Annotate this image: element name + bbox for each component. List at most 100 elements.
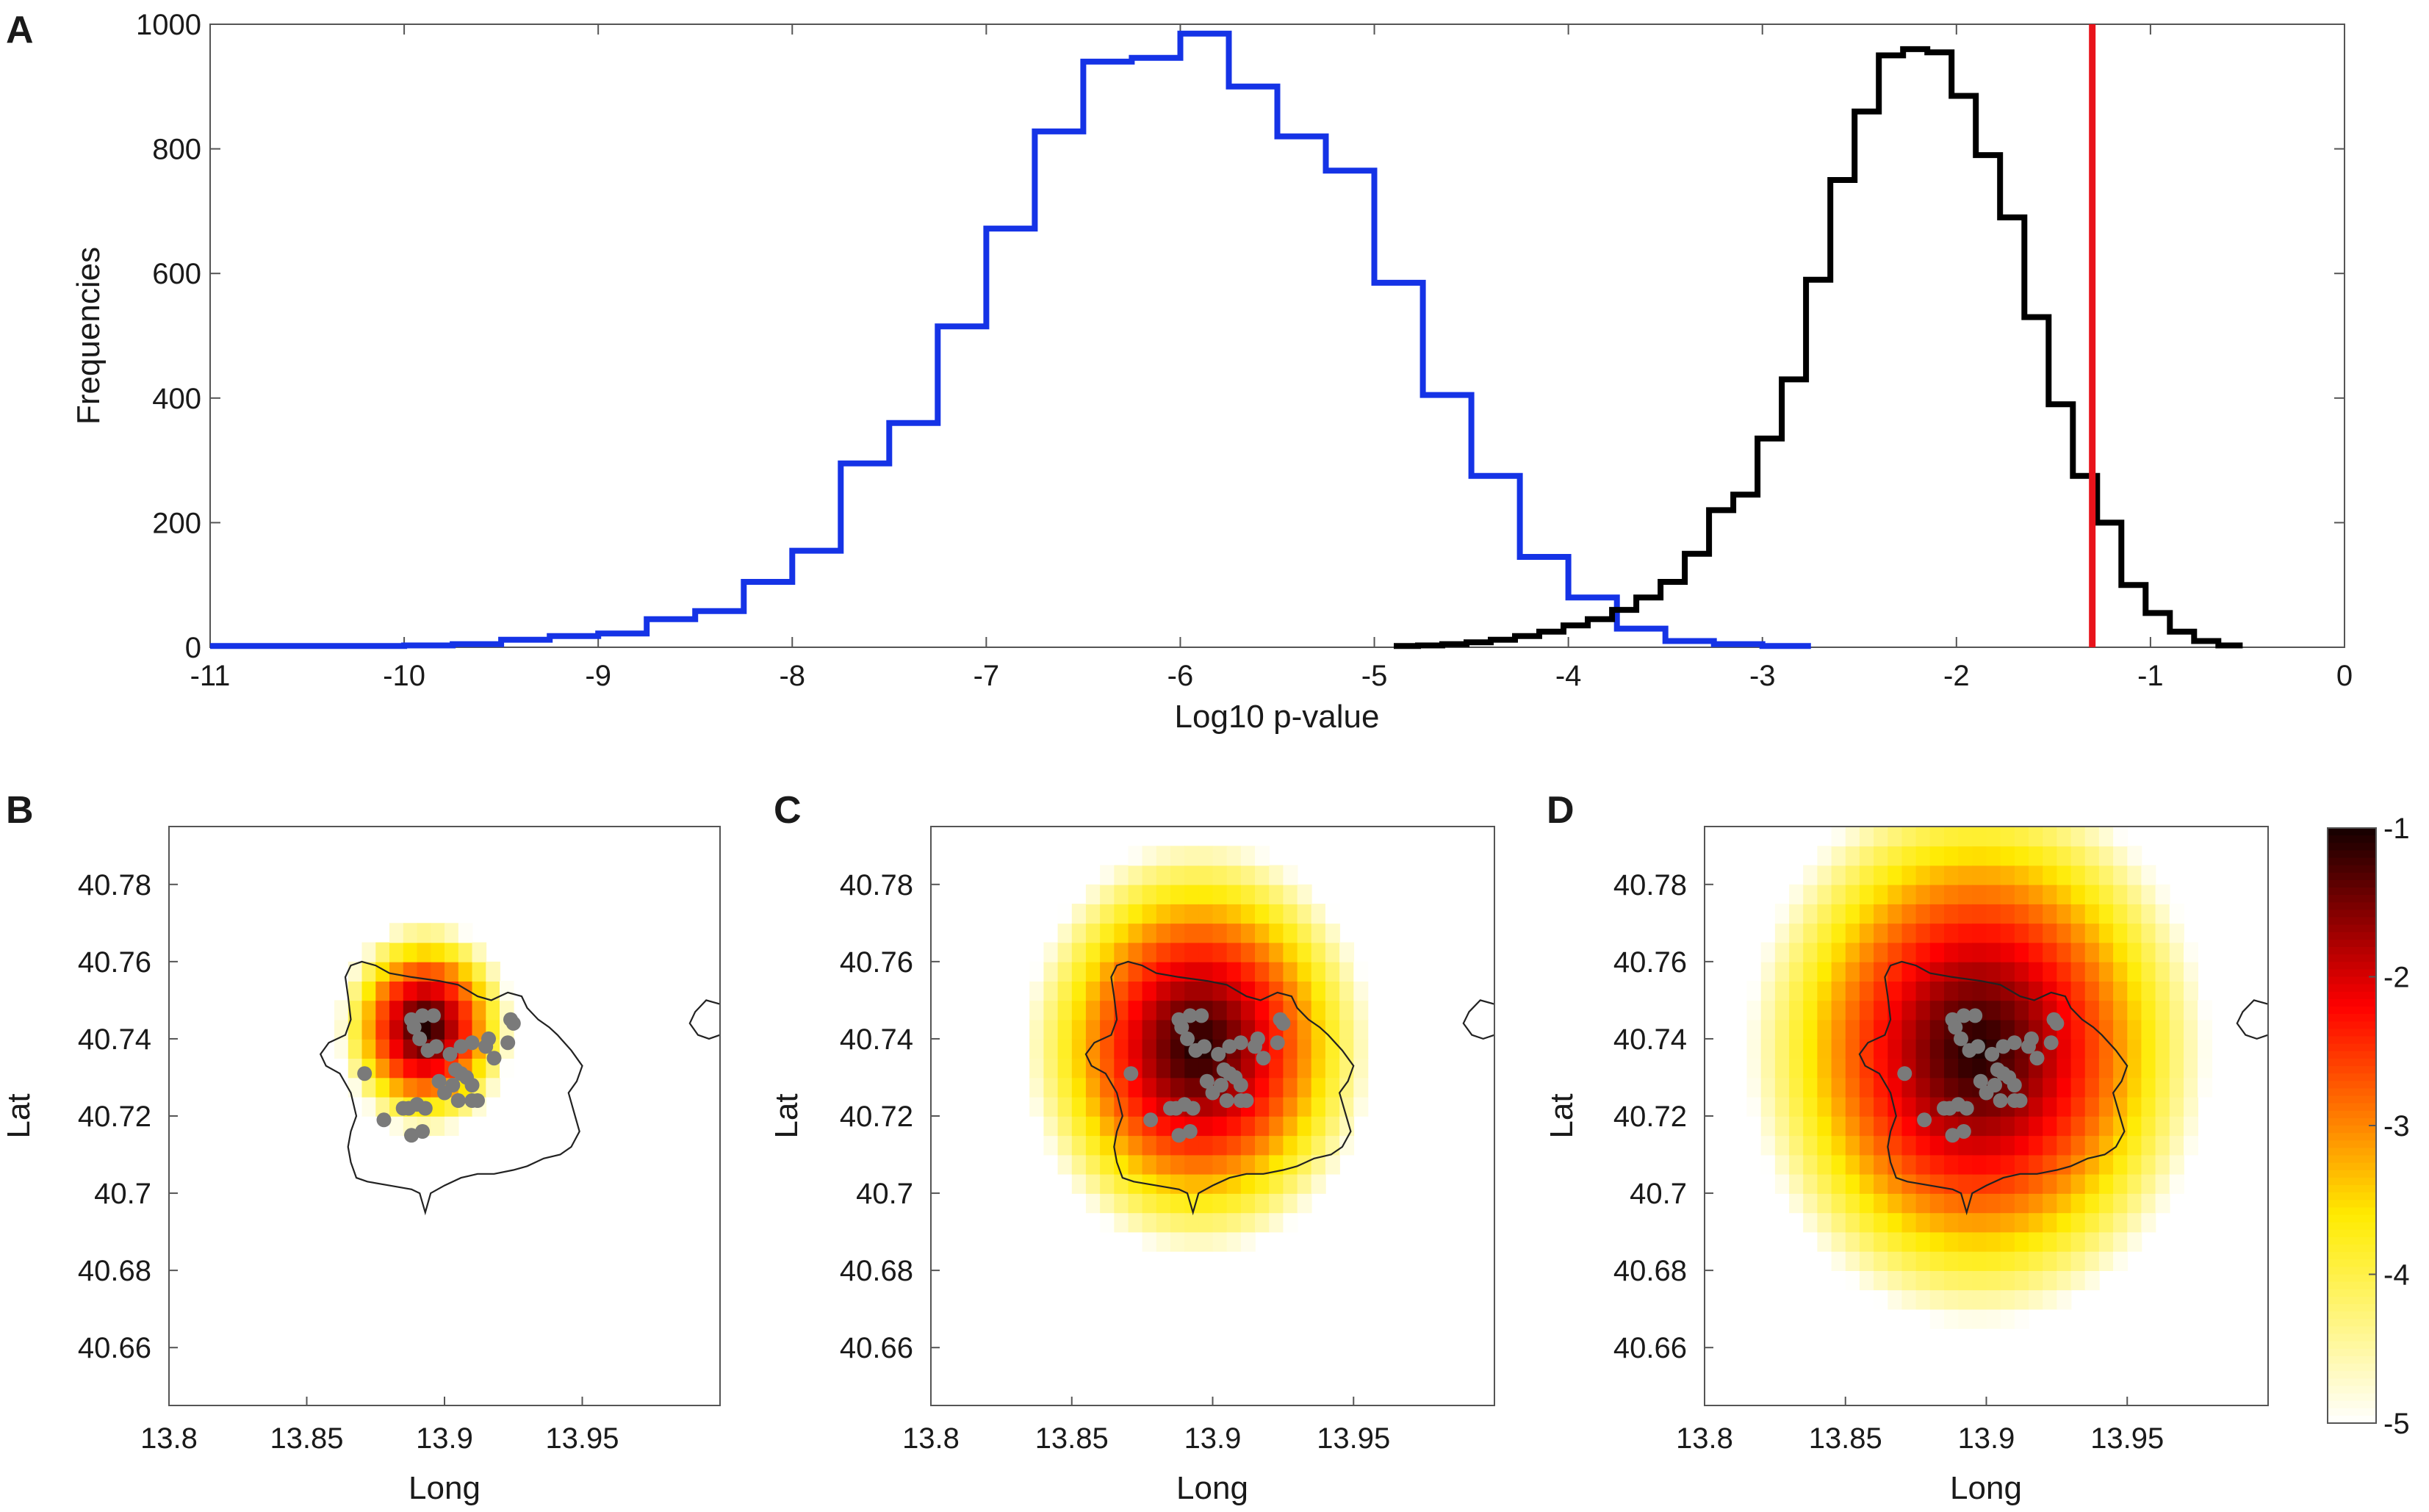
heat-cell bbox=[1888, 1193, 1903, 1214]
x-tick-label: -6 bbox=[1167, 660, 1194, 692]
heat-cell bbox=[2169, 1116, 2184, 1137]
heat-cell bbox=[417, 942, 432, 962]
heat-cell bbox=[1760, 942, 1776, 962]
heat-cell bbox=[1859, 1116, 1874, 1137]
heat-cell bbox=[1874, 827, 1889, 847]
station-point bbox=[1182, 1008, 1198, 1023]
heat-cell bbox=[2127, 1135, 2142, 1156]
heat-cell bbox=[389, 1058, 404, 1079]
heat-cell bbox=[1915, 1289, 1931, 1310]
heat-cell bbox=[1760, 1019, 1776, 1040]
heat-cell bbox=[1901, 884, 1917, 904]
heat-cell bbox=[1100, 1212, 1115, 1233]
heat-cell bbox=[2113, 1231, 2128, 1252]
heat-cell bbox=[1986, 981, 2001, 1001]
heat-cell bbox=[431, 981, 445, 1001]
heat-cell bbox=[2169, 942, 2184, 962]
colorbar-cell bbox=[2328, 976, 2376, 985]
heat-cell bbox=[2098, 846, 2114, 866]
heat-cell bbox=[486, 1077, 500, 1098]
heat-cell bbox=[1789, 1135, 1804, 1156]
heat-cell bbox=[2014, 1289, 2029, 1310]
heat-cell bbox=[1156, 1193, 1171, 1214]
heat-cell bbox=[1831, 865, 1846, 885]
heat-cell bbox=[2000, 1173, 2015, 1194]
heat-cell bbox=[1944, 923, 1959, 943]
heat-cell bbox=[1114, 1212, 1129, 1233]
heat-cell bbox=[1929, 1000, 1945, 1020]
heat-cell bbox=[361, 942, 377, 962]
station-point bbox=[1239, 1093, 1254, 1108]
station-point bbox=[1143, 1112, 1159, 1128]
heat-cell bbox=[2014, 1173, 2029, 1194]
heat-cell bbox=[2070, 1173, 2086, 1194]
colorbar-cell bbox=[2328, 835, 2376, 843]
heat-cell bbox=[2084, 1212, 2100, 1233]
heat-cell bbox=[1831, 1193, 1846, 1214]
heat-cell bbox=[1240, 904, 1256, 924]
colorbar-cell bbox=[2328, 991, 2376, 1000]
heat-cell bbox=[1043, 1000, 1059, 1020]
heat-cell bbox=[1156, 981, 1171, 1001]
heat-cell bbox=[1901, 827, 1917, 847]
heat-cell bbox=[1029, 1038, 1045, 1059]
heat-cell bbox=[1198, 1154, 1214, 1175]
station-point bbox=[1171, 1128, 1187, 1143]
heat-cell bbox=[2084, 1038, 2100, 1059]
lat-axis-label: Lat bbox=[769, 1093, 805, 1138]
heat-cell bbox=[1212, 923, 1228, 943]
heat-cell bbox=[1944, 1058, 1959, 1079]
heat-cell bbox=[2169, 1154, 2184, 1175]
colorbar-cell bbox=[2328, 1095, 2376, 1104]
heat-cell bbox=[2000, 1000, 2015, 1020]
heat-cell bbox=[1774, 1116, 1790, 1137]
heat-cell bbox=[1240, 1135, 1256, 1156]
heat-cell bbox=[2084, 1096, 2100, 1117]
heat-cell bbox=[1901, 1289, 1917, 1310]
colorbar-cell bbox=[2328, 1214, 2376, 1223]
heat-cell bbox=[1100, 1096, 1115, 1117]
heat-cell bbox=[1760, 1058, 1776, 1079]
station-point bbox=[453, 1039, 469, 1054]
heat-cell bbox=[2184, 1019, 2198, 1040]
heat-cell bbox=[1029, 1077, 1045, 1098]
heat-cell bbox=[2098, 1077, 2114, 1098]
heat-cell bbox=[1986, 1270, 2001, 1291]
heat-cell bbox=[1043, 1019, 1059, 1040]
map-overlay bbox=[1858, 960, 2269, 1216]
heat-cell bbox=[2113, 1193, 2128, 1214]
heat-cell bbox=[1929, 981, 1945, 1001]
heat-cell bbox=[1803, 923, 1818, 943]
colorbar-cell bbox=[2328, 939, 2376, 948]
heat-cell bbox=[1746, 1077, 1762, 1098]
heat-cell bbox=[1325, 1154, 1340, 1175]
heat-cell bbox=[361, 961, 377, 982]
heat-cell bbox=[1255, 1096, 1270, 1117]
heat-cell bbox=[2127, 1058, 2142, 1079]
heat-cell bbox=[1831, 1038, 1846, 1059]
heat-cell bbox=[389, 1000, 404, 1020]
heat-cell bbox=[2155, 884, 2170, 904]
y-tick-label: 40.74 bbox=[840, 1023, 913, 1056]
heat-cell bbox=[2014, 942, 2029, 962]
heat-cell bbox=[2000, 865, 2015, 885]
heat-cell bbox=[2155, 942, 2170, 962]
heat-cell bbox=[2127, 1116, 2142, 1137]
heat-cell bbox=[1986, 942, 2001, 962]
heat-cell bbox=[1915, 865, 1931, 885]
heat-cell bbox=[1859, 1154, 1874, 1175]
heat-cell bbox=[1128, 961, 1143, 982]
heat-cell bbox=[1170, 942, 1185, 962]
map-overlay bbox=[319, 960, 721, 1216]
colorbar-cell bbox=[2328, 828, 2376, 836]
heat-cell bbox=[1859, 981, 1874, 1001]
heat-cell bbox=[1958, 942, 1973, 962]
station-point bbox=[1180, 1031, 1195, 1046]
station-point bbox=[1256, 1051, 1271, 1066]
heat-cell bbox=[2000, 1270, 2015, 1291]
colorbar-cell bbox=[2328, 872, 2376, 881]
heat-cell bbox=[2043, 1193, 2058, 1214]
colorbar-gradient bbox=[2328, 828, 2376, 1424]
heat-cell bbox=[1114, 904, 1129, 924]
